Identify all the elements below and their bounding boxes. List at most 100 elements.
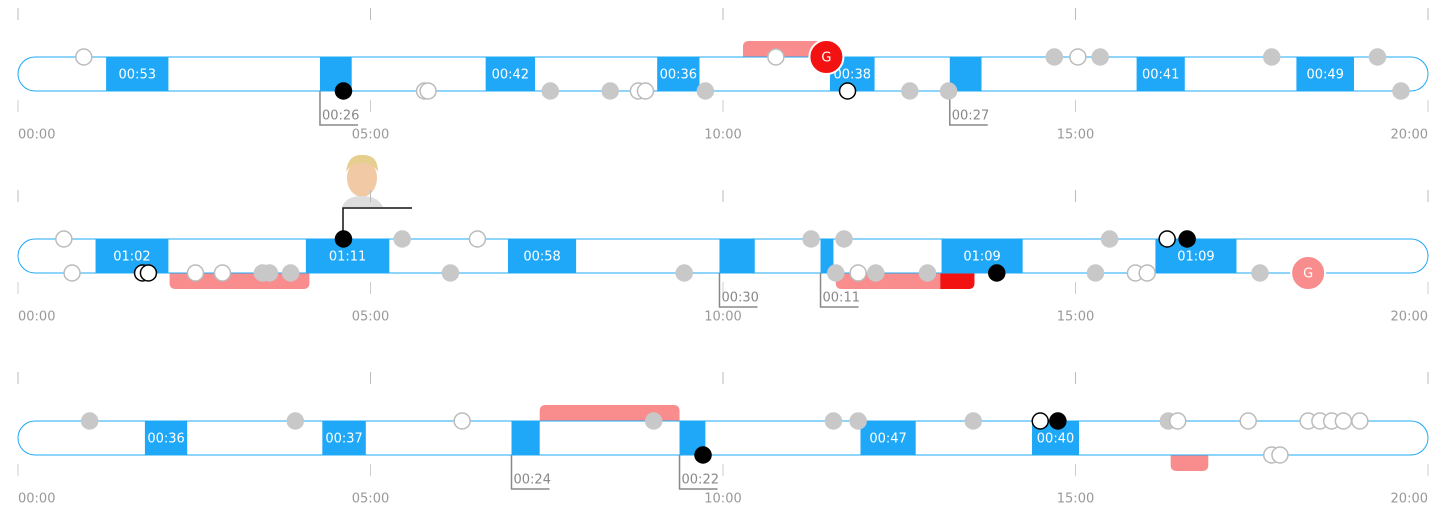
callout-label: 00:30 xyxy=(721,291,758,306)
axis-label: 10:00 xyxy=(704,128,741,143)
goal-badge-label: G xyxy=(1303,267,1313,282)
duration-block xyxy=(322,421,366,455)
event-marker xyxy=(802,230,820,248)
event-marker xyxy=(1031,412,1049,430)
event-marker xyxy=(1351,412,1369,430)
event-marker xyxy=(867,264,885,282)
event-marker xyxy=(1158,230,1176,248)
axis-label: 20:00 xyxy=(1391,492,1428,507)
timeline-row: 00:00 05:00 10:00 15:00 20:00 01:02 01:11 00:58… xyxy=(17,190,1429,325)
event-marker xyxy=(1045,48,1064,66)
event-marker xyxy=(419,82,437,100)
event-marker xyxy=(334,82,353,100)
event-marker xyxy=(601,82,619,100)
event-marker xyxy=(213,264,232,282)
event-marker xyxy=(186,264,205,282)
event-marker xyxy=(1368,48,1387,66)
block-label: 01:02 xyxy=(113,250,150,265)
player-avatar xyxy=(342,154,412,239)
event-marker xyxy=(334,230,353,248)
event-marker xyxy=(1168,412,1187,430)
event-marker xyxy=(1086,264,1105,282)
event-marker xyxy=(1091,48,1109,66)
event-marker xyxy=(1251,264,1269,282)
event-marker xyxy=(541,82,560,100)
block-label: 00:36 xyxy=(147,432,184,447)
event-marker xyxy=(80,412,99,430)
duration-block xyxy=(507,239,577,273)
event-marker xyxy=(918,264,937,282)
objective-bar xyxy=(1170,455,1209,471)
objective-bar-active xyxy=(940,273,975,289)
duration-block xyxy=(941,239,1023,273)
block-label: 00:41 xyxy=(1142,68,1179,83)
event-marker xyxy=(281,264,300,282)
event-marker xyxy=(1100,230,1119,248)
duration-block xyxy=(485,57,535,91)
callout-label: 00:22 xyxy=(682,473,719,488)
event-marker xyxy=(1049,412,1067,430)
event-marker xyxy=(55,230,73,248)
callout-line xyxy=(510,455,550,490)
event-marker xyxy=(1069,48,1087,66)
axis-label: 10:00 xyxy=(704,492,741,507)
callout-line xyxy=(949,91,988,126)
timeline-track xyxy=(17,420,1429,456)
avatar-leader xyxy=(342,207,412,239)
objective-bar xyxy=(539,405,680,421)
event-marker xyxy=(393,230,411,248)
axis-label: 20:00 xyxy=(1391,128,1428,143)
axis-label: 05:00 xyxy=(352,310,389,325)
block-label: 00:47 xyxy=(869,432,906,447)
block-label: 00:58 xyxy=(523,250,560,265)
event-marker xyxy=(675,264,693,282)
objective-bar xyxy=(742,41,830,57)
event-marker xyxy=(901,82,919,100)
event-marker xyxy=(1334,412,1353,430)
duration-block xyxy=(1296,57,1354,91)
duration-block xyxy=(1136,57,1185,91)
block-label: 00:36 xyxy=(660,68,697,83)
event-marker xyxy=(636,82,655,100)
duration-block xyxy=(657,57,700,91)
event-marker xyxy=(827,264,845,282)
block-label: 00:53 xyxy=(119,68,156,83)
block-label: 00:49 xyxy=(1306,68,1343,83)
event-marker xyxy=(286,412,305,430)
event-marker xyxy=(1178,230,1196,248)
event-marker xyxy=(441,264,460,282)
event-marker xyxy=(644,412,663,430)
event-marker xyxy=(835,230,853,248)
event-marker xyxy=(75,48,93,66)
event-marker xyxy=(453,412,471,430)
block-label: 01:11 xyxy=(329,250,366,265)
callout-label: 00:27 xyxy=(952,109,989,124)
event-marker xyxy=(824,412,843,430)
event-marker xyxy=(63,264,81,282)
axis-label: 15:00 xyxy=(1057,492,1094,507)
event-marker xyxy=(1239,412,1257,430)
callout-label: 00:11 xyxy=(823,291,860,306)
event-marker xyxy=(849,412,867,430)
event-marker xyxy=(849,264,867,282)
duration-block xyxy=(860,421,916,455)
event-marker xyxy=(468,230,487,248)
timeline-row: 00:00 05:00 10:00 15:00 20:00 00:36 00:37 00:24… xyxy=(17,372,1429,507)
event-marker xyxy=(767,48,785,66)
goal-badge xyxy=(1290,255,1327,291)
event-marker xyxy=(1271,446,1289,464)
event-marker xyxy=(1262,48,1281,66)
block-label: 00:37 xyxy=(325,432,362,447)
duration-block xyxy=(511,421,540,455)
event-marker xyxy=(139,264,158,282)
duration-block xyxy=(106,57,169,91)
axis-label: 00:00 xyxy=(18,310,55,325)
callout-line xyxy=(678,455,718,490)
axis-label: 00:00 xyxy=(18,128,55,143)
avatar-face xyxy=(347,159,377,197)
duration-block xyxy=(820,239,834,273)
event-marker xyxy=(1392,82,1410,100)
timeline-track xyxy=(17,56,1429,92)
